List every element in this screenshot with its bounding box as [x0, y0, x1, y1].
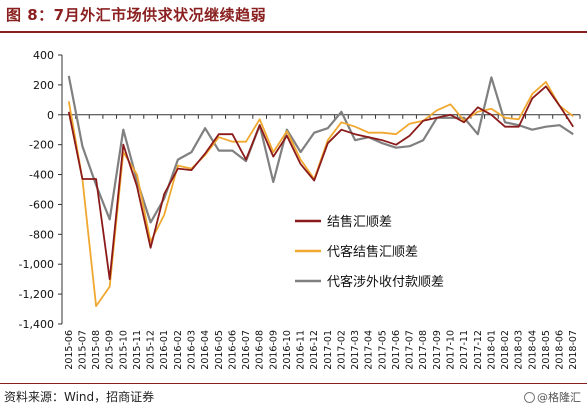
chart-axes: -1,400 -1,200 -1,000 -800 -600 -400 -200 0 200 40… [19, 49, 581, 370]
y-tick-label: 400 [33, 49, 54, 62]
series-line-1 [67, 85, 574, 281]
x-tick-label: 2015-11 [132, 330, 143, 370]
x-tick-label: 2016-08 [255, 330, 266, 370]
x-tick-label: 2017-03 [350, 330, 361, 370]
x-tick-label: 2017-07 [405, 330, 416, 370]
x-tick-label: 2016-03 [187, 330, 198, 370]
x-tick-label: 2016-10 [282, 330, 293, 370]
x-tick-label: 2017-12 [473, 330, 484, 370]
x-tick-label: 2017-08 [418, 330, 429, 370]
x-tick-label: 2015-08 [91, 330, 102, 370]
legend-label-2: 代客结售汇顺差 [327, 244, 418, 260]
x-tick-label: 2016-02 [173, 330, 184, 370]
x-tick-label: 2017-02 [336, 330, 347, 370]
y-tick-label: -600 [29, 198, 54, 211]
legend-label-1: 结售汇顺差 [327, 214, 392, 230]
watermark-text: @格隆汇 [537, 391, 581, 404]
line-chart: -1,400 -1,200 -1,000 -800 -600 -400 -200 0 200 40… [19, 49, 581, 370]
footer-rule [0, 383, 587, 384]
x-tick-label: 2016-05 [214, 330, 225, 370]
figure-title: 图 8：7月外汇市场供求状况继续趋弱 [6, 6, 267, 24]
x-tick-label: 2017-06 [391, 330, 402, 370]
x-tick-label: 2015-10 [118, 330, 129, 370]
x-tick-label: 2017-11 [459, 330, 470, 370]
watermark: @格隆汇 [524, 389, 581, 405]
y-tick-label: -800 [29, 228, 54, 241]
x-tick-label: 2016-12 [309, 330, 320, 370]
x-tick-label: 2015-06 [64, 330, 75, 370]
x-tick-label: 2016-07 [241, 330, 252, 370]
x-tick-label: 2018-02 [500, 330, 511, 370]
y-tick-label: 0 [47, 109, 54, 122]
x-tick-label: 2016-06 [227, 330, 238, 370]
x-tick-label: 2018-03 [514, 330, 525, 370]
y-tick-label: -200 [29, 139, 54, 152]
series-lines [67, 75, 574, 308]
x-tick-label: 2016-11 [296, 330, 307, 370]
source-note: 资料来源：Wind，招商证券 [4, 390, 155, 404]
x-tick-label: 2018-04 [527, 330, 538, 370]
x-tick-label: 2017-10 [446, 330, 457, 370]
x-tick-label: 2017-05 [377, 330, 388, 370]
x-tick-label: 2017-09 [432, 330, 443, 370]
x-tick-label: 2015-07 [77, 330, 88, 370]
legend-label-3: 代客涉外收付款顺差 [327, 274, 444, 290]
watermark-logo-icon [524, 392, 535, 403]
x-tick-label: 2018-07 [568, 330, 579, 370]
x-tick-label: 2018-05 [541, 330, 552, 370]
x-tick-label: 2018-06 [555, 330, 566, 370]
y-tick-label: 200 [33, 79, 54, 92]
x-tick-label: 2016-01 [159, 330, 170, 370]
x-tick-label: 2016-04 [200, 330, 211, 370]
x-tick-label: 2016-09 [268, 330, 279, 370]
x-tick-label: 2018-01 [486, 330, 497, 370]
series-line-3 [67, 75, 574, 224]
x-tick-label: 2017-01 [323, 330, 334, 370]
y-tick-label: -400 [29, 169, 54, 182]
x-tick-label: 2015-09 [105, 330, 116, 370]
y-tick-label: -1,400 [19, 318, 54, 331]
x-tick-label: 2017-04 [364, 330, 375, 370]
y-tick-label: -1,200 [19, 288, 54, 301]
title-rule [0, 31, 587, 33]
x-tick-label: 2015-12 [146, 330, 157, 370]
y-tick-label: -1,000 [19, 258, 54, 271]
